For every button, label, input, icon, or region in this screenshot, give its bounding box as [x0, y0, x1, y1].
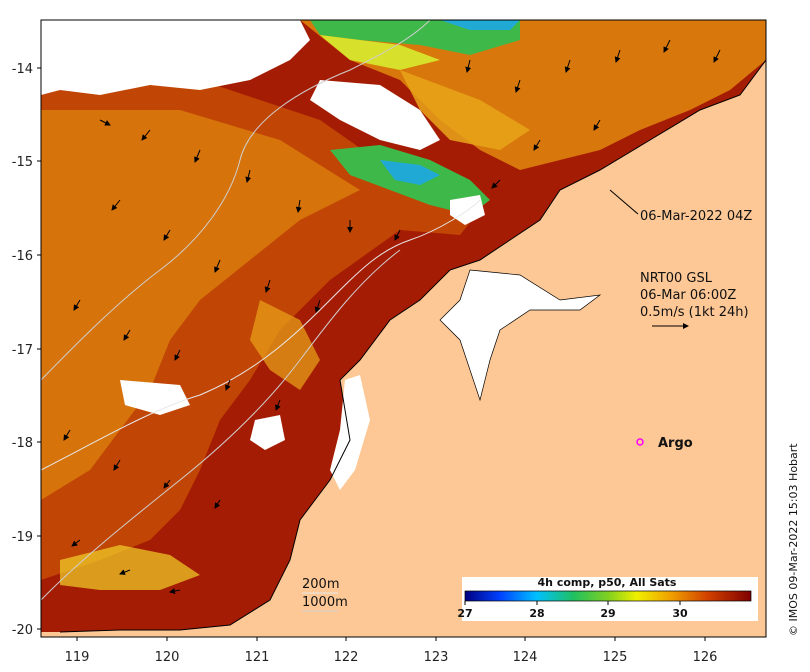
colorbar-tick: 29 [600, 607, 615, 620]
coastline [59, 59, 766, 633]
colorbar-title: 4h comp, p50, All Sats [538, 576, 677, 589]
x-tick-label: 125 [603, 650, 628, 665]
x-axis: 119 120 121 122 123 124 125 126 [65, 637, 718, 665]
cloud-north [41, 20, 310, 95]
contour-200m [41, 199, 481, 471]
colorbar-tick: 30 [672, 607, 688, 620]
plot-area [41, 20, 766, 637]
cloud-coast-2 [250, 415, 285, 450]
cloud-west [120, 380, 190, 415]
contour-1000m-b [41, 249, 401, 601]
colorbar: 4h comp, p50, All Sats 27 28 29 30 [457, 576, 758, 621]
sst-date-label: 06-Mar-2022 04Z [640, 209, 752, 224]
y-axis: -14 -15 -16 -17 -18 -19 -20 [12, 62, 41, 638]
x-tick-label: 124 [513, 650, 538, 665]
cool-patch-cyan-north [440, 20, 520, 30]
y-tick-label: -15 [12, 155, 33, 170]
colorbar-gradient [464, 590, 752, 602]
x-tick-label: 123 [424, 650, 449, 665]
credit-text: © IMOS 09-Mar-2022 15:03 Hobart [787, 443, 800, 636]
argo-marker-icon [636, 438, 644, 446]
colorbar-tick: 28 [529, 607, 544, 620]
contour-200-label: 200m [302, 577, 339, 592]
y-tick-label: -20 [12, 623, 33, 638]
colorbar-tick: 27 [457, 607, 472, 620]
current-time-label: 06-Mar 06:00Z [640, 288, 736, 303]
argo-label: Argo [658, 436, 693, 451]
ocean-yellow-band [400, 70, 530, 150]
y-tick-label: -14 [12, 62, 33, 77]
x-tick-label: 119 [65, 650, 90, 665]
plot-frame [40, 19, 767, 638]
ocean-mid [41, 110, 360, 500]
cloud-coast-1 [330, 375, 370, 490]
current-vectors [63, 39, 721, 594]
y-tick-label: -19 [12, 530, 33, 545]
gulf-detail [439, 269, 602, 402]
y-tick-label: -16 [12, 249, 33, 264]
cloud-center [310, 80, 440, 150]
x-tick-label: 126 [693, 650, 718, 665]
x-tick-label: 121 [245, 650, 270, 665]
current-scale-label: 0.5m/s (1kt 24h) [640, 305, 749, 320]
date-pointer-line [609, 189, 639, 215]
ocean-yellow-mid [250, 300, 320, 390]
contour-1000m [41, 20, 431, 381]
ocean-yellow-south [60, 545, 200, 590]
contour-1000-label: 1000m [302, 595, 348, 610]
x-tick-label: 122 [334, 650, 359, 665]
y-tick-label: -17 [12, 343, 33, 358]
cool-patch-yellow-north [320, 35, 440, 70]
y-tick-label: -18 [12, 436, 33, 451]
cool-patch-cyan [380, 160, 440, 185]
current-product-label: NRT00 GSL [640, 271, 713, 286]
x-tick-label: 120 [155, 650, 180, 665]
